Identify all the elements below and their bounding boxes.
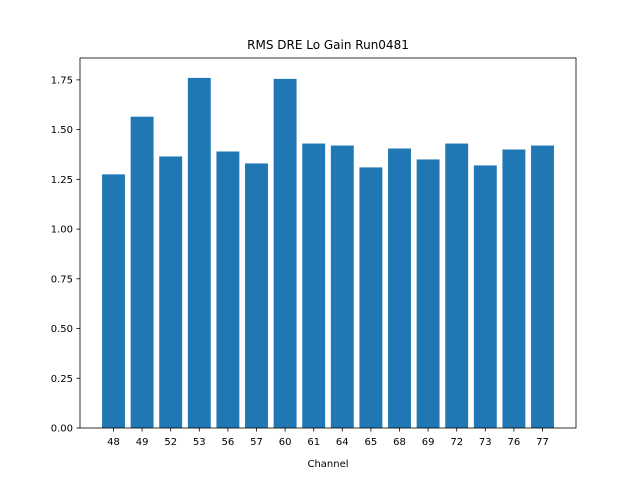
bar-61 <box>302 143 326 429</box>
y-axis: 0.00 0.25 0.50 0.75 1.00 1.25 1.50 1.75 <box>51 75 80 435</box>
y-tick-label-1: 0.25 <box>51 374 73 385</box>
y-tick-label-4: 1.00 <box>51 225 73 236</box>
bar-49 <box>130 116 154 429</box>
x-tick-label-73: 73 <box>479 437 492 448</box>
bar-72 <box>445 143 469 429</box>
bar-48 <box>102 174 125 428</box>
bar-73 <box>473 165 497 429</box>
y-tick-label-0: 0.00 <box>51 424 73 435</box>
x-tick-label-56: 56 <box>222 437 235 448</box>
x-tick-label-68: 68 <box>393 437 406 448</box>
x-tick-label-77: 77 <box>536 437 549 448</box>
y-tick-label-7: 1.75 <box>51 75 73 86</box>
bar-65 <box>359 167 383 428</box>
y-tick-label-2: 0.50 <box>51 324 73 335</box>
bar-57 <box>245 163 268 428</box>
x-tick-label-64: 64 <box>336 437 349 448</box>
x-tick-label-60: 60 <box>279 437 292 448</box>
x-tick-label-53: 53 <box>193 437 206 448</box>
x-tick-label-61: 61 <box>307 437 320 448</box>
x-axis: 48 49 52 53 56 57 60 61 64 65 68 69 72 73 76 77 <box>107 428 549 448</box>
x-tick-label-57: 57 <box>250 437 263 448</box>
x-tick-label-69: 69 <box>422 437 435 448</box>
x-tick-label-76: 76 <box>508 437 521 448</box>
bar-77 <box>531 145 554 428</box>
x-tick-label-72: 72 <box>450 437 463 448</box>
chart-title: RMS DRE Lo Gain Run0481 <box>247 38 409 52</box>
y-tick-label-3: 0.75 <box>51 274 73 285</box>
bar-68 <box>388 148 411 428</box>
x-tick-label-49: 49 <box>136 437 149 448</box>
bar-53 <box>187 77 211 428</box>
bar-52 <box>159 156 183 428</box>
bar-56 <box>216 151 240 429</box>
bar-64 <box>330 145 354 428</box>
y-tick-label-6: 1.50 <box>51 125 73 136</box>
bar-60 <box>273 78 297 428</box>
bars-group <box>102 77 554 429</box>
plot-frame <box>79 57 577 429</box>
x-tick-label-48: 48 <box>107 437 120 448</box>
x-axis-label: Channel <box>307 459 348 470</box>
x-tick-label-65: 65 <box>365 437 378 448</box>
y-tick-label-5: 1.25 <box>51 175 73 186</box>
bar-76 <box>502 149 526 428</box>
x-tick-label-52: 52 <box>164 437 177 448</box>
bar-69 <box>416 159 440 428</box>
